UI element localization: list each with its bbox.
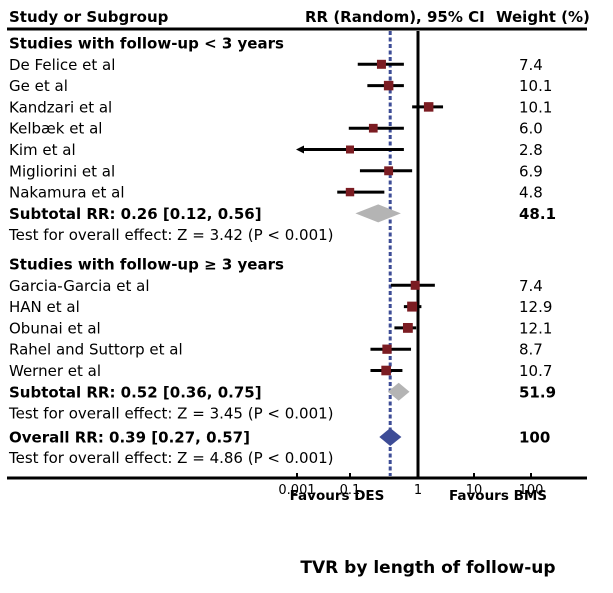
study-weight: 10.1 [519,98,552,116]
header-effect: RR (Random), 95% CI [305,8,485,26]
subgroup: Studies with follow-up < 3 years Subtotal… [8,35,556,245]
x-tick-label: 10 [466,483,483,498]
study-point-marker [410,280,420,290]
study-row: Ge et al 10.1 [9,77,552,95]
study-weight: 7.4 [519,277,543,295]
study-point-marker [346,145,354,154]
overall-weight: 100 [519,429,550,447]
study-weight: 6.0 [519,120,543,138]
study-weight: 12.9 [519,298,552,316]
x-tick-label: 1 [414,483,422,498]
study-weight: 4.8 [519,184,543,202]
study-point-marker [382,344,392,354]
overall-summary: Overall RR: 0.39 [0.27, 0.57] 100 Test for… [8,428,550,467]
study-name: Werner et al [9,362,101,380]
study-row: HAN et al 12.9 [9,298,552,316]
study-weight: 10.1 [519,77,552,95]
overall-test-text: Test for overall effect: Z = 4.86 (P < 0… [8,449,334,467]
subgroup-heading: Studies with follow-up < 3 years [9,35,284,53]
study-row: Werner et al 10.7 [9,362,552,380]
x-tick-label: 0.1 [340,483,361,498]
favours-left-label: Favours DES [290,488,385,504]
study-row: De Felice et al 7.4 [9,56,543,74]
subtotal-label: Subtotal RR: 0.26 [0.12, 0.56] [9,205,262,223]
study-weight: 10.7 [519,362,552,380]
favours-right-label: Favours BMS [449,488,547,504]
study-weight: 6.9 [519,162,543,180]
study-name: Kim et al [9,141,76,159]
study-name: Nakamura et al [9,184,125,202]
study-name: Migliorini et al [9,162,115,180]
overall-diamond [379,428,402,446]
study-point-marker [368,123,378,133]
study-point-marker [345,187,355,197]
study-name: Kelbæk et al [9,120,102,138]
subtotal-test-text: Test for overall effect: Z = 3.45 (P < 0… [8,405,334,423]
study-row: Migliorini et al 6.9 [9,162,543,180]
study-name: Obunai et al [9,319,101,337]
study-name: Kandzari et al [9,98,112,116]
subtotal-diamond [387,382,410,401]
subtotal-weight: 48.1 [519,205,556,223]
chart-title: TVR by length of follow-up [300,558,555,578]
study-row: Garcia-Garcia et al 7.4 [9,277,543,295]
subgroup: Studies with follow-up ≥ 3 years Subtotal… [8,256,556,423]
x-tick-label: 0.001 [278,483,315,498]
study-weight: 12.1 [519,319,552,337]
study-row: Kandzari et al 10.1 [9,98,552,116]
study-name: Rahel and Suttorp et al [9,341,183,359]
x-tick-label: 100 [519,483,544,498]
subtotal-label: Subtotal RR: 0.52 [0.36, 0.75] [9,383,262,401]
subtotal-weight: 51.9 [519,383,556,401]
subgroup-heading: Studies with follow-up ≥ 3 years [9,256,284,274]
header-weight: Weight (%) [496,8,590,26]
study-point-marker [381,365,391,376]
ci-arrow-left-icon [296,145,304,154]
study-point-marker [407,301,418,312]
header-study: Study or Subgroup [9,8,169,26]
study-row: Nakamura et al 4.8 [9,184,543,202]
study-name: Garcia-Garcia et al [9,277,150,295]
study-weight: 8.7 [519,341,543,359]
subtotal-diamond [355,204,401,223]
study-row: Kim et al 2.8 [9,141,543,159]
study-weight: 7.4 [519,56,543,74]
study-point-marker [423,102,434,112]
study-name: De Felice et al [9,56,115,74]
overall-label: Overall RR: 0.39 [0.27, 0.57] [9,429,250,447]
study-point-marker [384,166,394,176]
study-name: Ge et al [9,77,68,95]
study-point-marker [402,322,413,333]
study-row: Obunai et al 12.1 [9,319,552,337]
study-point-marker [376,59,386,69]
study-point-marker [383,80,394,91]
study-row: Rahel and Suttorp et al 8.7 [9,341,543,359]
study-weight: 2.8 [519,141,543,159]
subtotal-test-text: Test for overall effect: Z = 3.42 (P < 0… [8,226,334,244]
study-row: Kelbæk et al 6.0 [9,120,543,138]
study-name: HAN et al [9,298,80,316]
